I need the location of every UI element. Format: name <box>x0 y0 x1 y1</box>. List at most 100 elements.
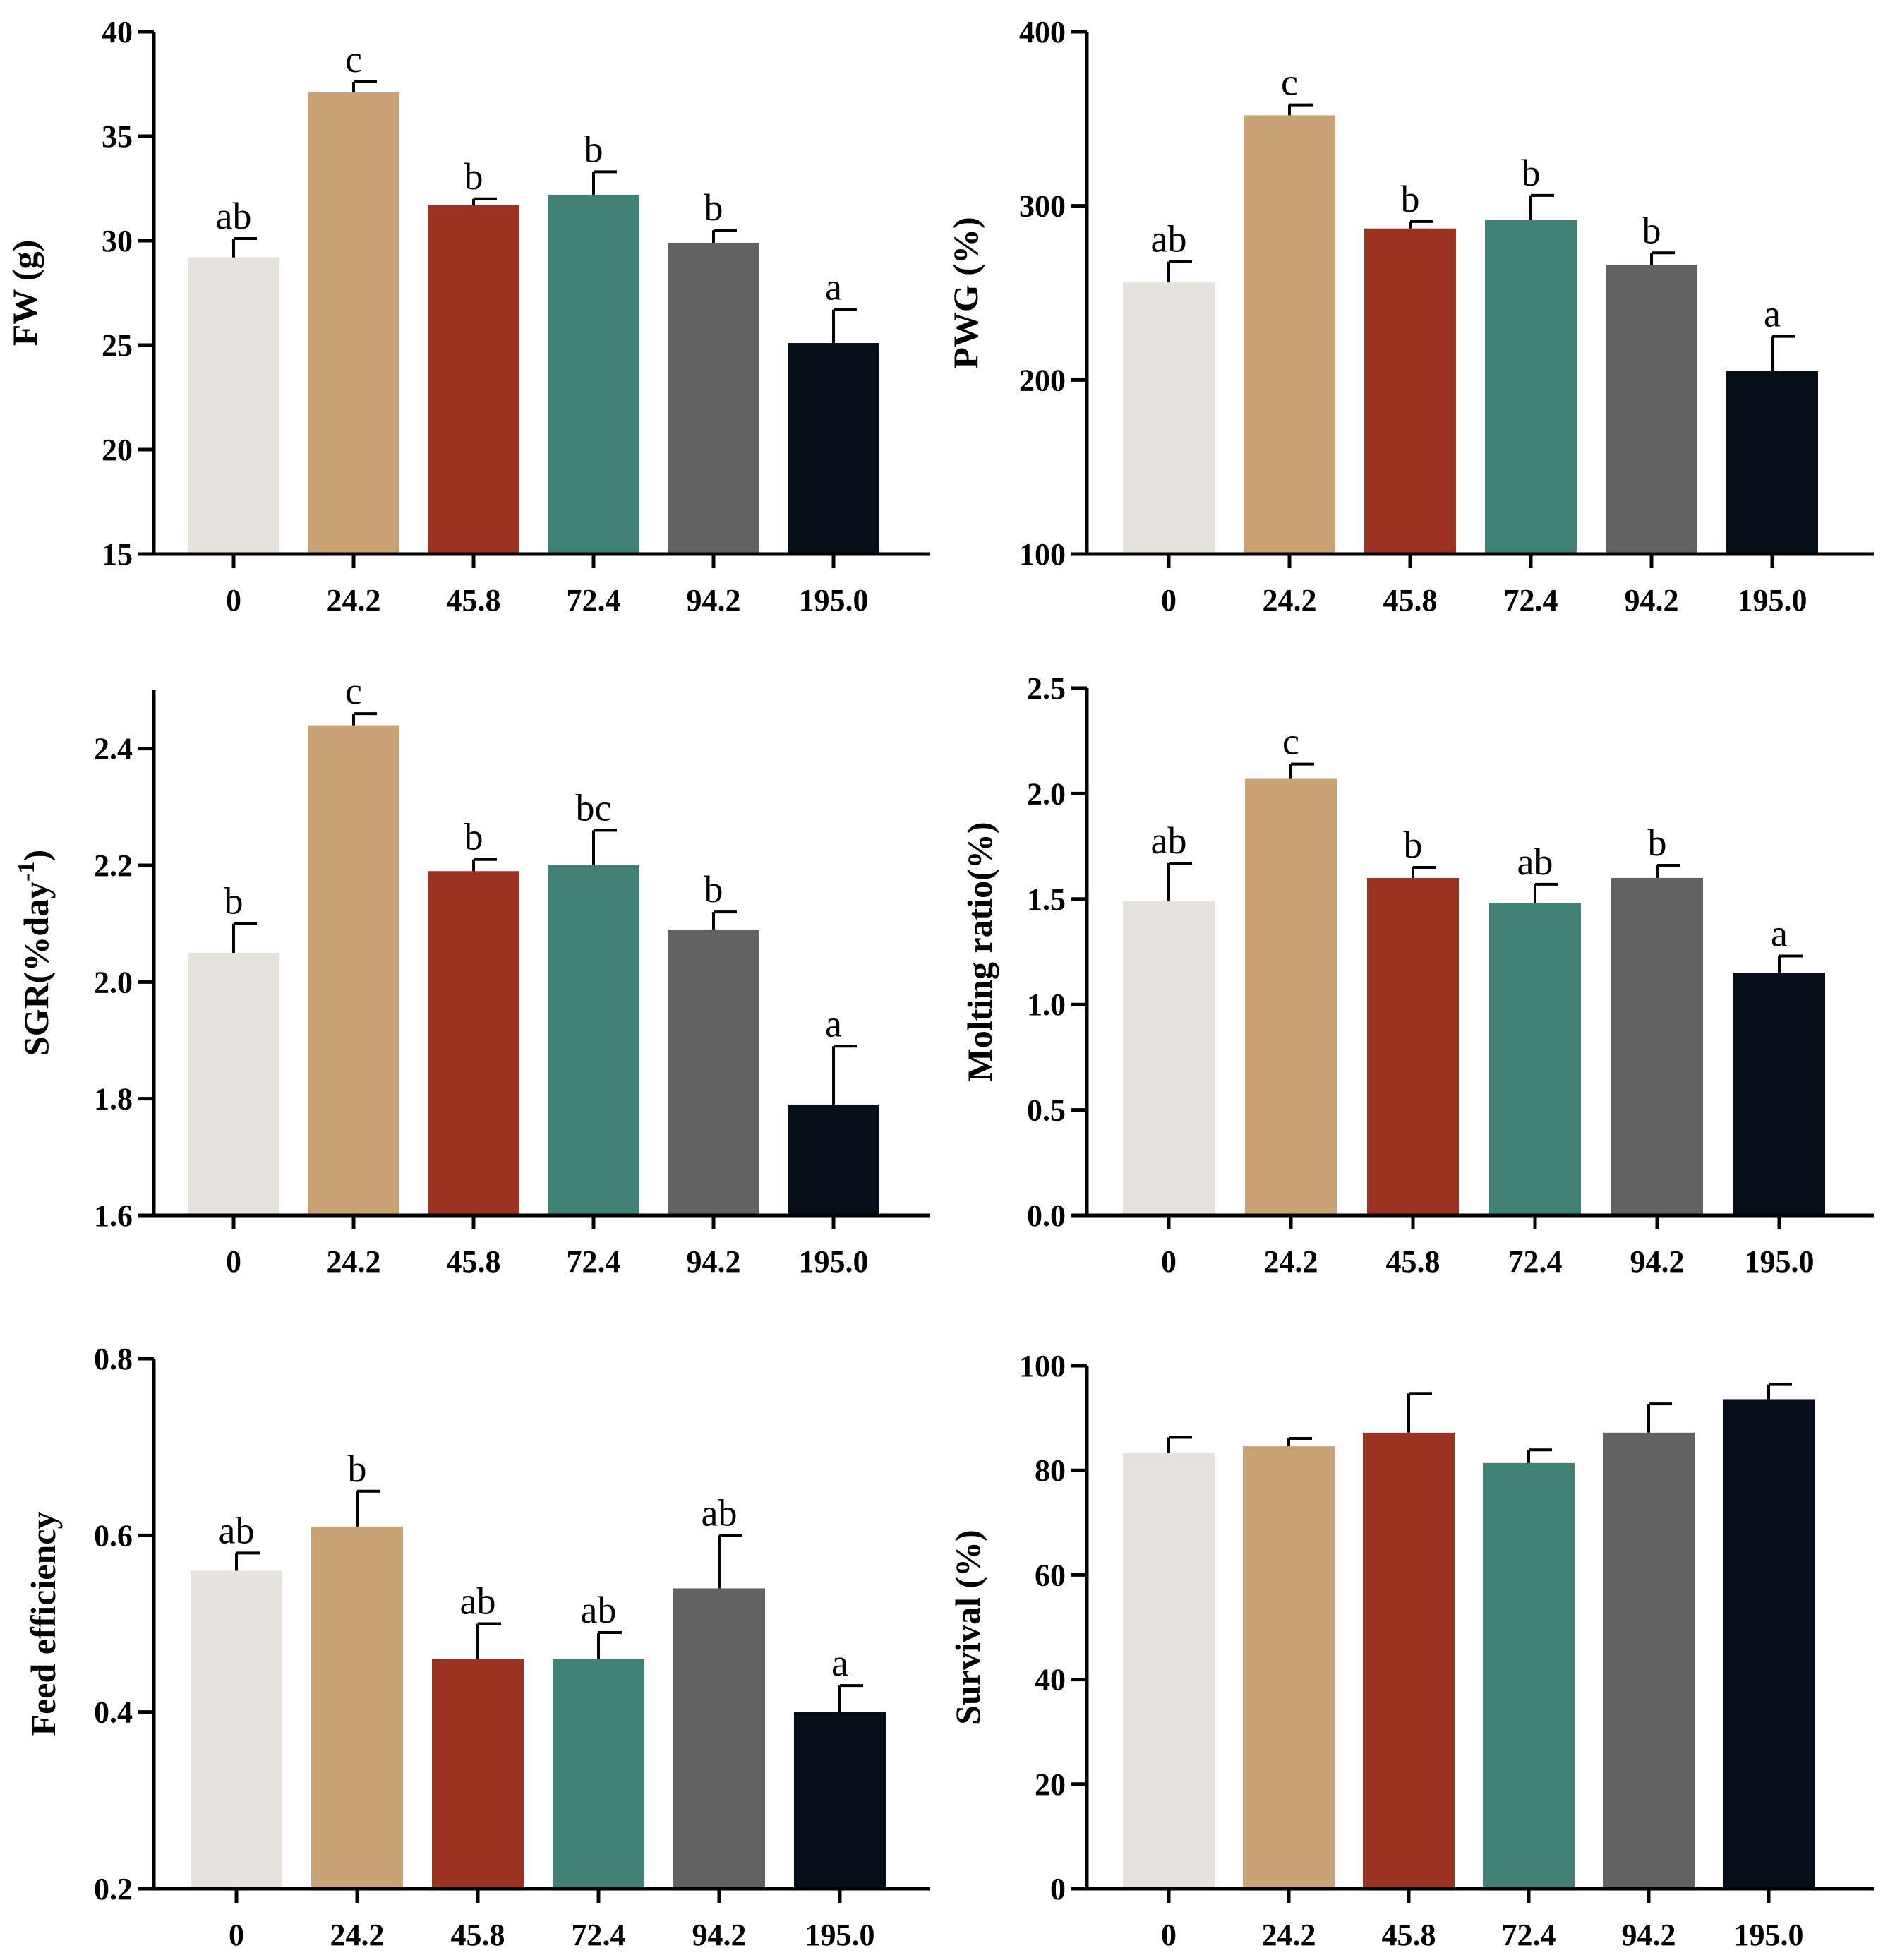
y-tick-label: 1.5 <box>1027 882 1066 917</box>
bar-72.4 <box>548 865 639 1215</box>
significance-letter: a <box>825 266 842 308</box>
significance-letter: ab <box>460 1580 496 1623</box>
error-bar-45.8 <box>472 197 497 205</box>
significance-letter: b <box>704 186 723 229</box>
y-tick-label: 0.6 <box>94 1518 133 1553</box>
error-bar-94.2 <box>1656 863 1680 878</box>
y-tick-label: 20 <box>102 433 133 467</box>
x-tick-label: 72.4 <box>1508 1244 1563 1279</box>
x-tick-label: 195.0 <box>805 1918 875 1952</box>
y-axis-title: Feed efficiency <box>23 1512 63 1736</box>
y-tick-label: 100 <box>1019 537 1066 572</box>
error-bar-0 <box>1167 862 1192 901</box>
bar-94.2 <box>668 242 759 554</box>
error-bar-0 <box>232 922 257 953</box>
y-tick-label: 0.4 <box>94 1695 133 1730</box>
y-tick-label: 400 <box>1019 15 1066 49</box>
y-tick-label: 80 <box>1035 1453 1066 1488</box>
error-bar-45.8 <box>472 858 497 872</box>
significance-letter: a <box>825 1002 842 1045</box>
significance-letter: b <box>1648 822 1667 864</box>
bar-195.0 <box>794 1712 886 1889</box>
x-tick-label: 45.8 <box>451 1918 505 1952</box>
bar-24.2 <box>311 1526 403 1889</box>
y-tick-label: 2.5 <box>1027 671 1066 706</box>
x-tick-label: 0 <box>229 1918 244 1952</box>
bar-45.8 <box>1364 228 1456 554</box>
error-bar-195.0 <box>838 1684 863 1712</box>
y-tick-label: 15 <box>102 537 133 572</box>
chart-panel-2: ab c b b b a 100 200 300 400 0 24.2 45.8 72.4 94.2 195.… <box>946 15 1874 618</box>
x-tick-label: 195.0 <box>1734 1918 1804 1952</box>
x-tick-label: 195.0 <box>799 583 869 618</box>
x-tick-label: 94.2 <box>1630 1244 1685 1279</box>
x-tick-label: 24.2 <box>330 1918 385 1952</box>
x-tick-label: 45.8 <box>1383 583 1438 618</box>
chart-panel-4: ab c b ab b a 0.0 0.5 1.0 1.5 2.0 2.5 0 24.2 45.8 72.4 9… <box>960 671 1874 1279</box>
significance-letter: b <box>1522 152 1541 194</box>
significance-letter: ab <box>219 1509 255 1551</box>
bar-45.8 <box>428 871 519 1215</box>
bar-195.0 <box>1726 371 1818 554</box>
significance-letter: b <box>348 1448 367 1490</box>
bar-45.8 <box>1367 877 1459 1215</box>
y-tick-label: 0.0 <box>1027 1198 1066 1233</box>
significance-letter: a <box>831 1642 848 1684</box>
bar-72.4 <box>1485 220 1577 554</box>
error-bar-0 <box>235 1551 260 1571</box>
error-bar-45.8 <box>476 1622 501 1659</box>
x-tick-label: 94.2 <box>687 1244 741 1279</box>
bar-24.2 <box>1245 778 1337 1215</box>
y-axis-title: Survival (%) <box>948 1529 987 1724</box>
x-tick-label: 24.2 <box>1263 583 1317 618</box>
x-tick-label: 72.4 <box>1504 583 1558 618</box>
error-bar-72.4 <box>592 829 617 865</box>
x-tick-label: 72.4 <box>572 1918 626 1952</box>
significance-letter: ab <box>216 195 252 237</box>
bar-72.4 <box>553 1659 644 1889</box>
significance-letter: b <box>584 128 603 170</box>
error-bar-24.2 <box>1289 762 1314 779</box>
error-bar-94.2 <box>712 910 737 930</box>
y-tick-label: 1.6 <box>94 1198 133 1233</box>
significance-letter: ab <box>1517 841 1553 883</box>
significance-letter: c <box>1281 61 1298 104</box>
y-tick-label: 0.2 <box>94 1872 133 1906</box>
x-tick-label: 45.8 <box>1382 1918 1436 1952</box>
bar-24.2 <box>308 92 399 555</box>
error-bar-24.2 <box>1287 1436 1312 1447</box>
significance-letter: bc <box>576 786 612 829</box>
bar-94.2 <box>1611 877 1703 1215</box>
error-bar-195.0 <box>832 1045 857 1105</box>
x-tick-label: 0 <box>226 583 241 618</box>
x-tick-label: 72.4 <box>1502 1918 1556 1952</box>
bar-94.2 <box>673 1588 765 1889</box>
y-tick-label: 30 <box>102 224 133 258</box>
bar-24.2 <box>308 725 399 1215</box>
x-tick-label: 45.8 <box>447 1244 501 1279</box>
error-bar-94.2 <box>1647 1402 1672 1433</box>
error-bar-94.2 <box>718 1534 742 1589</box>
error-bar-24.2 <box>1288 103 1313 116</box>
bar-195.0 <box>1733 973 1825 1215</box>
bar-195.0 <box>788 1104 879 1215</box>
x-tick-label: 195.0 <box>1745 1244 1815 1279</box>
bar-72.4 <box>1489 903 1581 1215</box>
y-tick-label: 25 <box>102 328 133 363</box>
x-tick-label: 24.2 <box>1262 1918 1316 1952</box>
y-tick-label: 0.5 <box>1027 1093 1066 1128</box>
x-tick-label: 94.2 <box>692 1918 747 1952</box>
y-tick-label: 20 <box>1035 1767 1066 1802</box>
error-bar-0 <box>1167 1436 1192 1453</box>
error-bar-94.2 <box>1650 251 1675 265</box>
error-bar-195.0 <box>1771 335 1795 371</box>
significance-letter: b <box>1401 178 1420 220</box>
bar-0 <box>188 257 279 554</box>
y-tick-label: 1.0 <box>1027 987 1066 1022</box>
x-tick-label: 45.8 <box>447 583 501 618</box>
error-bar-195.0 <box>1767 1383 1792 1400</box>
error-bar-195.0 <box>1778 954 1803 973</box>
error-bar-72.4 <box>1527 1448 1552 1463</box>
x-tick-label: 0 <box>226 1244 241 1279</box>
